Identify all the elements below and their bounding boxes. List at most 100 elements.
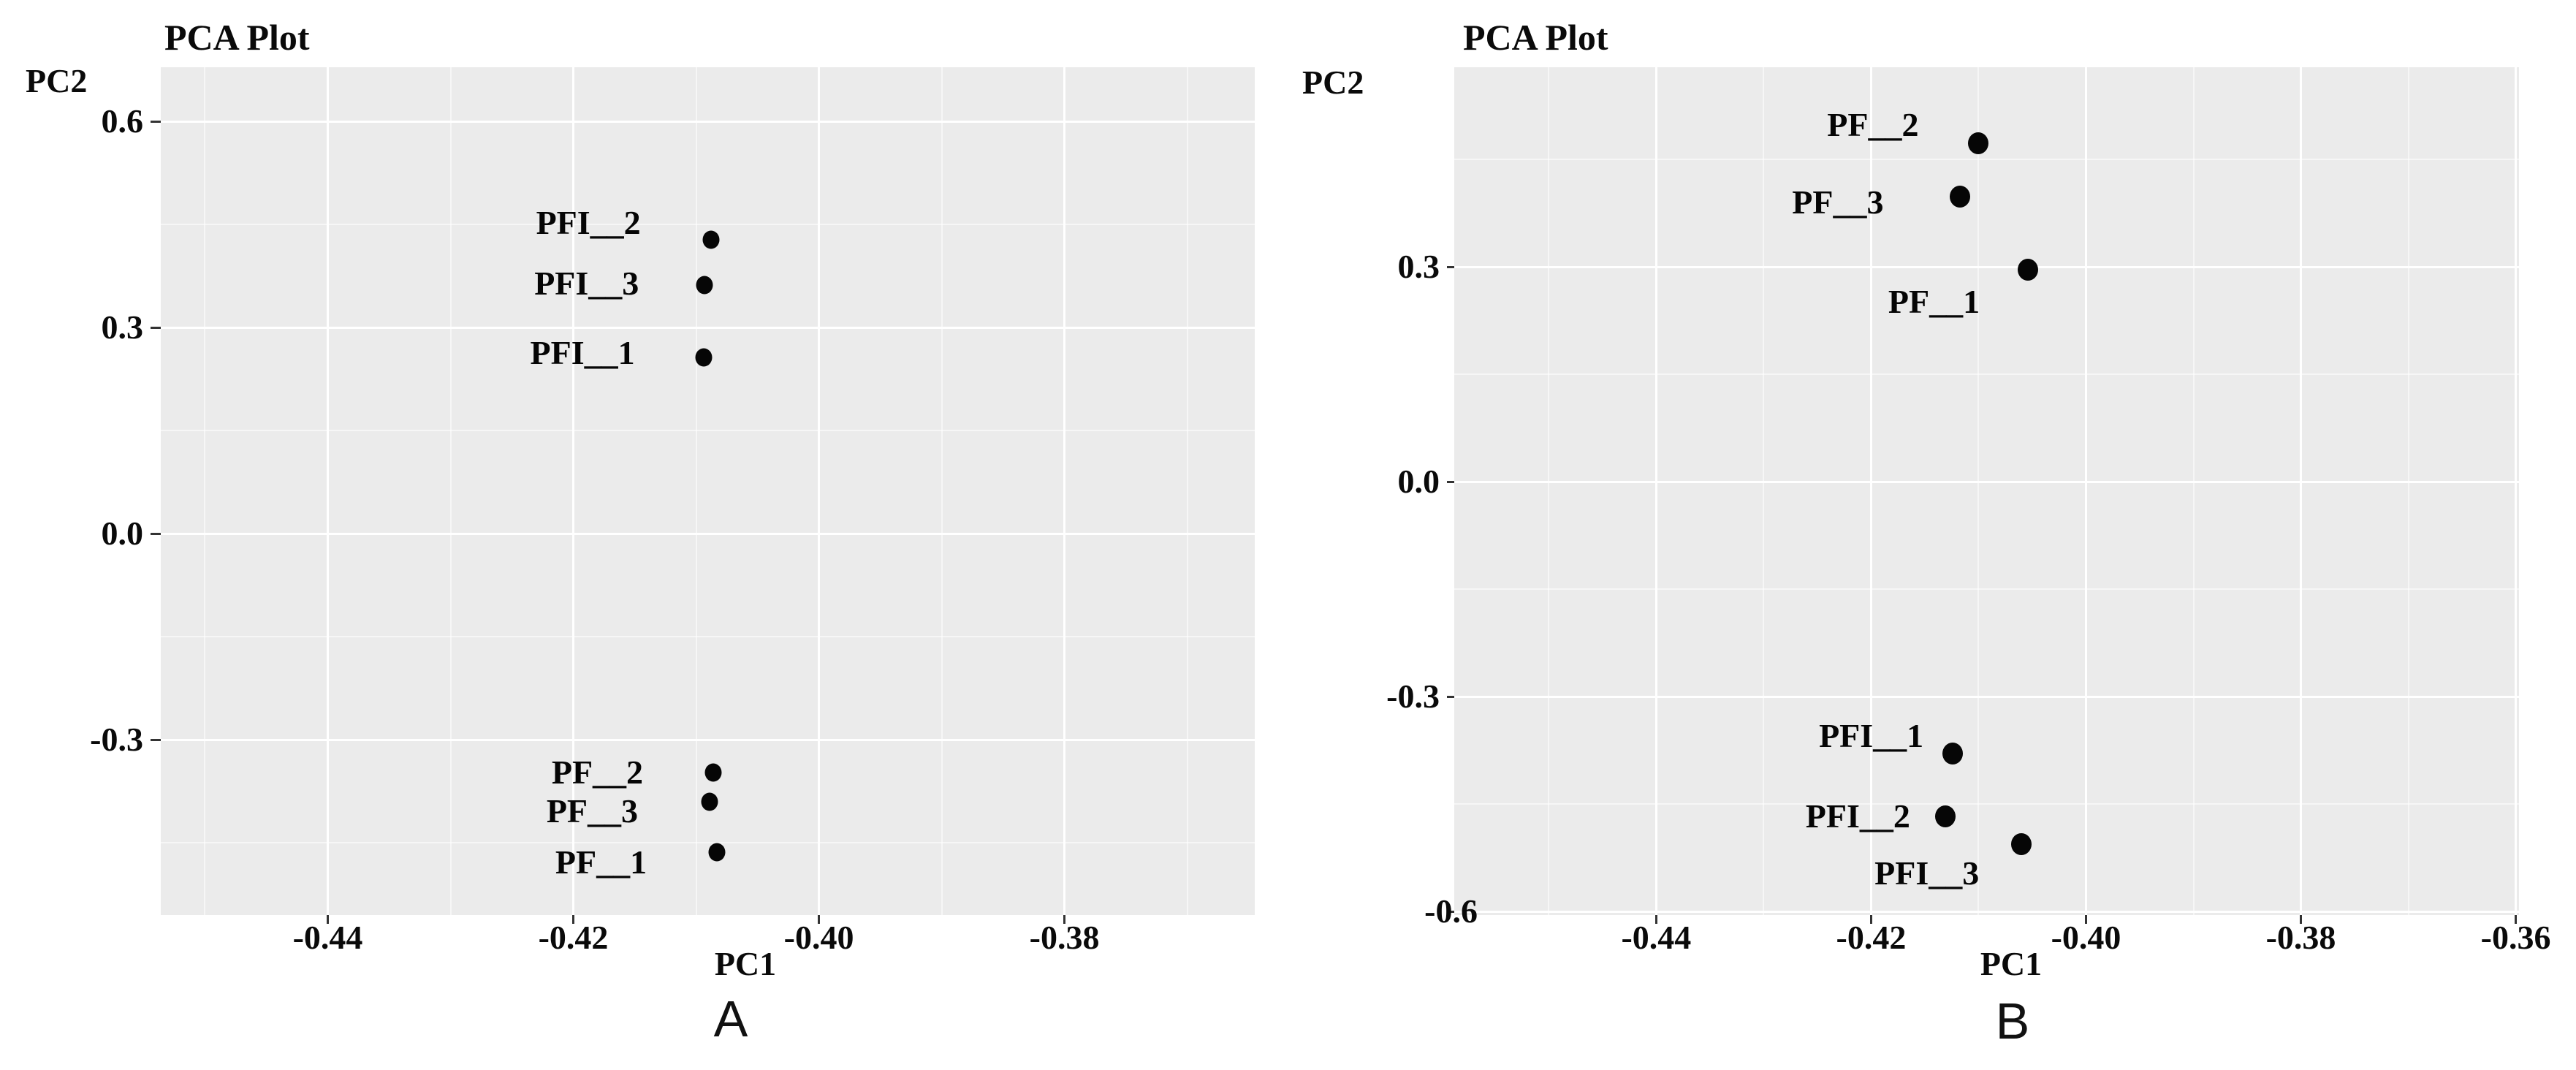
gridline-minor-vertical [941,67,943,915]
gridline-major-horizontal [1454,480,2519,483]
y-axis-tick-mark [151,532,161,535]
gridline-major-vertical [1869,67,1872,915]
y-axis-tick-label: -0.6 [1424,892,1478,930]
gridline-major-vertical [2084,67,2087,915]
y-axis-tick-label: 0.6 [101,102,144,140]
data-point-label: PF__2 [551,754,644,792]
gridline-minor-vertical [204,67,206,915]
gridline-minor-horizontal [161,842,1255,844]
x-axis-tick-mark [818,915,821,924]
x-axis-tick-mark [572,915,575,924]
y-axis-tick-label: 0.3 [1397,248,1440,286]
data-point-label: PF__3 [1792,183,1884,221]
data-point-dot [708,843,726,862]
y-axis-tick-mark [151,738,161,741]
gridline-major-vertical [572,67,575,915]
gridline-minor-vertical [1977,67,1980,915]
x-axis-tick-label: -0.44 [1621,919,1692,956]
x-axis-tick-label: -0.42 [538,919,609,956]
x-axis-tick-label: -0.40 [783,919,854,956]
y-axis-tick-mark [1447,480,1454,483]
y-axis-tick-mark [1447,695,1454,698]
gridline-minor-vertical [1186,67,1188,915]
x-axis-tick-label: -0.38 [1029,919,1100,956]
data-point-label: PFI__2 [536,203,641,241]
gridline-major-vertical [1063,67,1066,915]
gridline-minor-vertical [1763,67,1765,915]
data-point-dot [695,348,713,367]
x-axis-tick-mark [326,915,329,924]
gridline-major-vertical [1654,67,1657,915]
panel-caption-b: B [1995,993,2030,1050]
y-axis-title-b: PC2 [1302,64,1364,101]
x-axis-tick-mark [1063,915,1066,924]
gridline-major-vertical [326,67,329,915]
y-axis-title-a: PC2 [26,62,88,99]
x-axis-tick-label: -0.44 [292,919,363,956]
x-axis-tick-mark [2084,915,2087,924]
data-point-label: PFI__3 [534,264,639,302]
gridline-major-vertical [2300,67,2303,915]
y-axis-tick-mark [151,120,161,123]
chart-title-b: PCA Plot [1463,17,1608,58]
gridline-major-horizontal [1454,695,2519,698]
x-axis-tick-mark [2300,915,2303,924]
panel-caption-a: A [713,990,748,1047]
data-point-label: PFI__2 [1805,797,1910,835]
gridline-minor-horizontal [1454,588,2519,591]
gridline-minor-vertical [449,67,452,915]
gridline-major-horizontal [161,120,1255,123]
gridline-minor-vertical [2407,67,2409,915]
x-axis-title-b: PC1 [1980,945,2043,982]
gridline-minor-horizontal [161,430,1255,432]
data-point-label: PF__1 [555,843,647,881]
x-axis-tick-label: -0.42 [1836,919,1907,956]
plot-panel-b [1454,67,2519,915]
data-point-dot [696,276,713,295]
gridline-major-horizontal [1454,910,2519,913]
gridline-major-vertical [818,67,821,915]
plot-panel-a [161,67,1255,915]
y-axis-tick-mark [1447,265,1454,268]
gridline-minor-horizontal [161,636,1255,638]
gridline-major-vertical [2515,67,2518,915]
x-axis-tick-mark [1654,915,1657,924]
data-point-dot [1968,132,1989,155]
gridline-minor-horizontal [161,224,1255,226]
gridline-minor-horizontal [1454,159,2519,161]
x-axis-tick-label: -0.40 [2051,919,2121,956]
data-point-dot [1950,185,1971,208]
gridline-major-horizontal [161,532,1255,535]
y-axis-tick-label: 0.0 [101,515,144,553]
x-axis-tick-label: -0.36 [2480,919,2551,956]
chart-title-a: PCA Plot [164,17,310,58]
data-point-dot [702,230,720,249]
gridline-minor-vertical [1548,67,1550,915]
x-axis-tick-mark [2515,915,2518,924]
data-point-label: PF__3 [546,792,639,830]
gridline-major-horizontal [161,326,1255,329]
gridline-minor-vertical [2192,67,2195,915]
y-axis-tick-label: -0.3 [90,721,143,759]
data-point-label: PFI__3 [1874,854,1980,892]
gridline-minor-vertical [695,67,697,915]
gridline-minor-horizontal [1454,373,2519,376]
y-axis-tick-label: 0.0 [1397,463,1440,501]
data-point-dot [701,792,718,811]
gridline-major-horizontal [161,738,1255,741]
y-axis-tick-mark [151,326,161,329]
gridline-major-horizontal [1454,265,2519,268]
data-point-dot [1942,742,1964,764]
data-point-dot [2011,832,2032,855]
data-point-label: PFI__1 [1819,716,1924,754]
data-point-label: PF__1 [1888,282,1980,320]
y-axis-tick-mark [1447,910,1454,913]
x-axis-title-a: PC1 [714,945,777,982]
gridline-minor-horizontal [1454,803,2519,805]
y-axis-tick-label: 0.3 [101,308,144,346]
y-axis-tick-label: -0.3 [1386,678,1440,716]
data-point-dot [1934,805,1956,827]
data-point-dot [2018,258,2039,281]
data-point-label: PF__2 [1827,106,1919,144]
